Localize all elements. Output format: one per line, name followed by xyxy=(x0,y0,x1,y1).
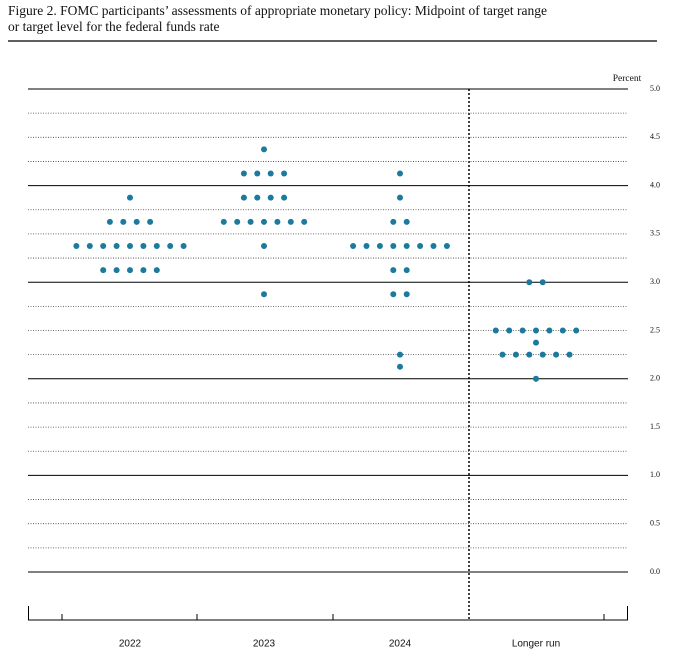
dot xyxy=(566,351,573,358)
dot xyxy=(254,194,261,201)
dot xyxy=(403,218,410,225)
dot xyxy=(240,170,247,177)
y-tick-label: 4.0 xyxy=(650,180,660,189)
dot xyxy=(73,242,80,249)
dot xyxy=(147,218,154,225)
y-tick-label: 3.5 xyxy=(650,229,660,238)
dot xyxy=(559,327,566,334)
dot xyxy=(390,218,397,225)
dot xyxy=(100,267,107,274)
dot xyxy=(390,291,397,298)
dot xyxy=(533,327,539,334)
dot xyxy=(106,218,113,225)
dot xyxy=(390,267,397,274)
x-tick-label: 2023 xyxy=(253,639,276,650)
dot xyxy=(261,146,267,153)
dot xyxy=(120,218,127,225)
dot xyxy=(397,194,403,201)
dot xyxy=(274,218,281,225)
dot xyxy=(397,363,403,370)
dot xyxy=(240,194,247,201)
y-tick-label: 1.5 xyxy=(650,422,660,431)
chart-subtitle: or target level for the federal funds ra… xyxy=(8,19,220,34)
dot xyxy=(403,291,410,298)
dot xyxy=(247,218,254,225)
dot xyxy=(220,218,227,225)
y-tick-label: 1.0 xyxy=(650,470,660,479)
dot xyxy=(86,242,93,249)
dot xyxy=(261,218,267,225)
dot xyxy=(261,291,267,298)
dot xyxy=(267,194,274,201)
dot xyxy=(573,327,580,334)
y-tick-label: 5.0 xyxy=(650,84,660,93)
dot xyxy=(519,327,526,334)
x-tick-label: 2024 xyxy=(389,639,412,650)
x-tick-label: 2022 xyxy=(119,639,142,650)
dot xyxy=(363,242,370,249)
dot xyxy=(539,279,546,286)
dot xyxy=(430,242,437,249)
y-tick-label: 2.0 xyxy=(650,374,660,383)
y-axis-label: Percent xyxy=(613,74,642,84)
dot xyxy=(403,242,410,249)
dot xyxy=(127,194,133,201)
dot xyxy=(153,242,160,249)
dot xyxy=(512,351,519,358)
dot xyxy=(443,242,450,249)
dot xyxy=(553,351,560,358)
dot xyxy=(546,327,553,334)
dot xyxy=(417,242,424,249)
dot xyxy=(113,242,120,249)
dot xyxy=(533,339,539,346)
dot xyxy=(261,242,267,249)
dot xyxy=(100,242,107,249)
dot xyxy=(153,267,160,274)
dot xyxy=(127,267,133,274)
dot xyxy=(397,170,403,177)
dot xyxy=(403,267,410,274)
dot xyxy=(180,242,187,249)
x-tick-label: Longer run xyxy=(512,639,560,650)
dot xyxy=(539,351,546,358)
dot xyxy=(526,351,533,358)
dot xyxy=(140,267,147,274)
dot xyxy=(492,327,499,334)
dot xyxy=(506,327,513,334)
dot xyxy=(397,351,403,358)
dot xyxy=(281,170,288,177)
dot xyxy=(267,170,274,177)
dot xyxy=(390,242,397,249)
dot xyxy=(133,218,140,225)
y-tick-label: 0.5 xyxy=(650,519,660,528)
dot xyxy=(287,218,294,225)
dot xyxy=(350,242,357,249)
dot xyxy=(140,242,147,249)
dot xyxy=(526,279,533,286)
dot xyxy=(127,242,133,249)
dot xyxy=(234,218,241,225)
x-axis-ticks xyxy=(28,606,628,620)
dot xyxy=(254,170,261,177)
y-tick-label: 4.5 xyxy=(650,132,660,141)
y-tick-label: 3.0 xyxy=(650,277,660,286)
y-tick-label: 2.5 xyxy=(650,325,660,334)
dot xyxy=(167,242,174,249)
dot xyxy=(376,242,383,249)
chart-title: Figure 2. FOMC participants’ assessments… xyxy=(8,3,547,18)
dot xyxy=(281,194,288,201)
dot xyxy=(533,375,539,382)
dot xyxy=(499,351,506,358)
y-tick-label: 0.0 xyxy=(650,567,660,576)
dot xyxy=(301,218,308,225)
dot xyxy=(113,267,120,274)
